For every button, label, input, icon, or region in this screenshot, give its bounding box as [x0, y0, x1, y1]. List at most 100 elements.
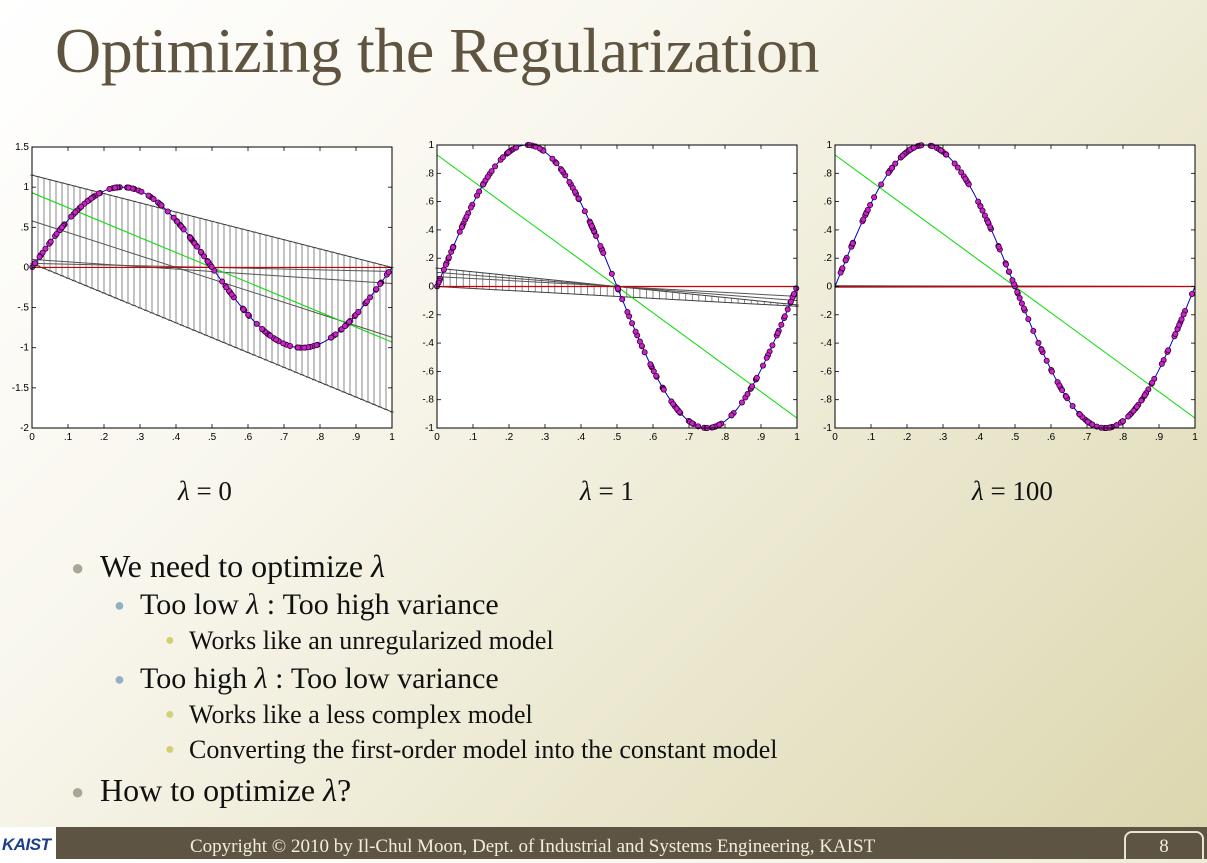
y-tick-label: -1 [823, 423, 832, 434]
y-tick-label: -.4 [820, 338, 832, 349]
sample-point [301, 344, 308, 351]
sample-point [328, 334, 335, 341]
bullet-suffix: ? [336, 772, 352, 808]
sample-point [138, 188, 145, 195]
sample-point [180, 226, 187, 233]
x-tick-label: .3 [939, 432, 948, 443]
sample-point [68, 213, 75, 220]
y-tick-label: -.2 [820, 310, 832, 321]
sample-point [653, 372, 660, 379]
y-tick-label: -1.5 [12, 383, 30, 394]
sample-point [164, 208, 171, 215]
sample-point [636, 338, 643, 345]
x-tick-label: .9 [352, 432, 361, 443]
y-tick-label: .4 [426, 225, 435, 236]
sample-point [58, 224, 65, 231]
x-tick-label: .4 [172, 432, 181, 443]
sample-point [871, 194, 878, 201]
y-tick-label: 1 [826, 140, 832, 151]
sample-point [608, 270, 615, 277]
x-tick-label: 1 [389, 432, 395, 443]
bullet-dot: ● [114, 669, 125, 689]
sample-point [842, 257, 849, 264]
x-tick-label: 1 [794, 432, 800, 443]
sample-point [458, 224, 465, 231]
y-tick-label: -1 [425, 423, 434, 434]
y-tick-label: 1.5 [15, 142, 29, 153]
x-tick-label: .7 [280, 432, 289, 443]
sample-point [632, 328, 639, 335]
sample-point [223, 284, 230, 291]
sample-point [96, 190, 103, 197]
y-tick-label: .2 [426, 253, 435, 264]
sample-point [1016, 295, 1023, 302]
x-tick-label: 0 [832, 432, 838, 443]
bullet-text: How to optimize [100, 772, 324, 808]
sample-point [1062, 393, 1069, 400]
sample-point [346, 318, 353, 325]
sample-point [763, 354, 770, 361]
y-tick-label: 0 [826, 282, 832, 293]
sample-point [1084, 418, 1091, 425]
sample-point [1038, 346, 1045, 353]
sample-point [954, 164, 961, 171]
sample-point [1180, 311, 1187, 318]
sample-point [1069, 402, 1076, 409]
sample-point [513, 144, 520, 151]
sample-point [313, 342, 320, 349]
sample-point [1172, 331, 1179, 338]
sample-point [597, 242, 604, 249]
sample-point [187, 234, 194, 241]
y-tick-label: .8 [824, 168, 833, 179]
sample-point [619, 296, 626, 303]
sample-point [899, 152, 906, 159]
sample-point [1048, 368, 1055, 375]
sample-point [245, 311, 252, 318]
y-tick-label: 0 [23, 262, 29, 273]
lambda-symbol: λ [254, 662, 268, 695]
sample-point [878, 181, 885, 188]
caption-lambda-1: λ = 1 [580, 476, 634, 507]
sample-point [985, 219, 992, 226]
x-tick-label: .4 [975, 432, 984, 443]
sample-point [784, 306, 791, 313]
sample-point [1020, 305, 1027, 312]
bullet-item: ● Too low λ : Too high variance [114, 588, 499, 622]
sample-point [170, 214, 177, 221]
sample-point [885, 169, 892, 176]
sample-point [744, 391, 751, 398]
sample-point [892, 160, 899, 167]
lambda-symbol: λ [246, 588, 260, 621]
x-tick-label: .2 [100, 432, 109, 443]
x-tick-label: .1 [469, 432, 478, 443]
sample-point [373, 286, 380, 293]
sample-point [979, 207, 986, 214]
sample-point [473, 192, 480, 199]
sample-point [995, 243, 1002, 250]
lambda-symbol: λ [371, 548, 385, 584]
sample-point [505, 149, 512, 156]
sample-point [981, 212, 988, 219]
x-tick-label: 0 [29, 432, 35, 443]
sample-point [1003, 261, 1010, 268]
sample-point [614, 285, 621, 292]
bullet-dot: ● [71, 779, 85, 804]
x-tick-label: .6 [244, 432, 253, 443]
x-tick-label: .1 [867, 432, 876, 443]
sample-point [47, 238, 54, 245]
x-tick-label: .3 [136, 432, 145, 443]
sample-point [781, 313, 788, 320]
sample-point [240, 306, 247, 313]
plot-lambda-0-svg: 0 .1 .2 .3 .4 .5 .6 .7 .8 .9 1 -2 -1.5 -1 -.5 0 .5 1 1.5 [12, 142, 395, 443]
sample-point [53, 230, 60, 237]
sample-point [1141, 392, 1148, 399]
sample-point [1059, 387, 1066, 394]
x-tick-label: .8 [721, 432, 730, 443]
sample-point [145, 192, 152, 199]
sample-point [1113, 422, 1120, 429]
sample-point [581, 208, 588, 215]
sample-point [484, 173, 491, 180]
sample-point [793, 285, 800, 292]
page-number: 8 [1124, 831, 1204, 859]
x-tick-label: .1 [64, 432, 73, 443]
